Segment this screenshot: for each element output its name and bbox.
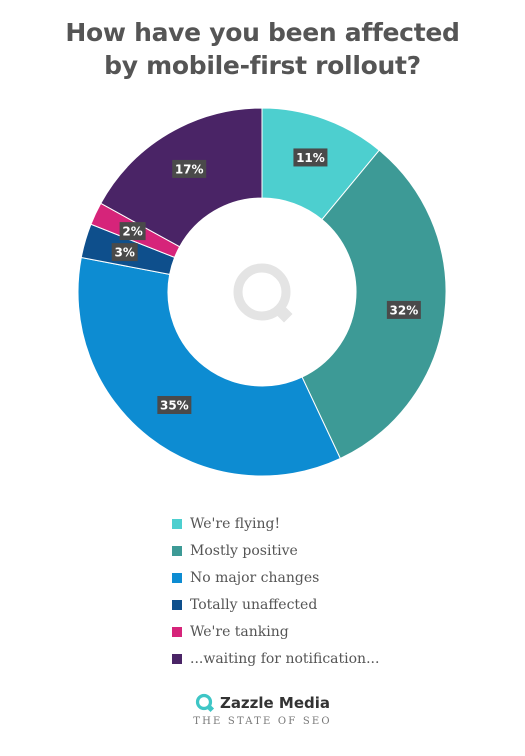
data-label: 11%: [293, 148, 328, 167]
legend-item: Mostly positive: [172, 537, 379, 564]
data-label: 32%: [386, 300, 421, 319]
data-label-background: [172, 159, 207, 178]
legend-label: No major changes: [190, 569, 320, 586]
donut-slice: [301, 149, 447, 460]
chart-title: How have you been affected by mobile-fir…: [0, 16, 525, 82]
data-label-background: [119, 222, 146, 241]
data-label: 35%: [157, 395, 192, 414]
legend-swatch: [172, 653, 182, 664]
donut-slice: [77, 256, 342, 477]
legend-label: We're tanking: [190, 623, 289, 640]
data-label-background: [386, 300, 421, 319]
data-label-background: [111, 243, 138, 262]
data-label-text: 32%: [390, 303, 419, 317]
legend-swatch: [172, 572, 182, 583]
legend-label: We're flying!: [190, 515, 281, 532]
data-label-text: 2%: [122, 225, 142, 239]
legend-swatch: [172, 518, 182, 529]
data-label-text: 11%: [296, 151, 325, 165]
legend-swatch: [172, 599, 182, 610]
data-label: 3%: [111, 243, 138, 262]
legend-swatch: [172, 626, 182, 637]
data-label-text: 35%: [160, 398, 189, 412]
zazzle-q-logo-icon: [195, 693, 214, 713]
chart-title-line-1: How have you been affected: [65, 18, 460, 47]
legend-item: We're tanking: [172, 618, 379, 645]
data-label-text: 3%: [114, 246, 134, 260]
legend-item: ...waiting for notification...: [172, 645, 379, 672]
donut-chart: 11% 32% 35% 3% 2% 17%: [77, 107, 447, 477]
legend-item: We're flying!: [172, 510, 379, 537]
brand-footer: Zazzle Media THE STATE OF SEO: [0, 692, 525, 727]
data-label: 2%: [119, 222, 146, 241]
legend-item: Totally unaffected: [172, 591, 379, 618]
brand-name: Zazzle Media: [219, 694, 331, 712]
data-label-text: 17%: [175, 162, 204, 176]
data-label-background: [293, 148, 328, 167]
brand-tagline: THE STATE OF SEO: [193, 716, 332, 727]
legend-label: Totally unaffected: [190, 596, 318, 613]
legend: We're flying! Mostly positive No major cha…: [172, 510, 379, 672]
donut-slices: [77, 107, 447, 477]
legend-label: ...waiting for notification...: [190, 650, 380, 667]
legend-label: Mostly positive: [190, 542, 298, 559]
zazzle-q-logo-icon: [233, 263, 293, 323]
chart-title-line-2: by mobile-first rollout?: [104, 51, 421, 80]
legend-swatch: [172, 545, 182, 556]
brand-row: Zazzle Media: [0, 692, 525, 714]
data-labels: 11% 32% 35% 3% 2% 17%: [111, 148, 421, 414]
data-label: 17%: [172, 159, 207, 178]
legend-item: No major changes: [172, 564, 379, 591]
data-label-background: [157, 395, 192, 414]
